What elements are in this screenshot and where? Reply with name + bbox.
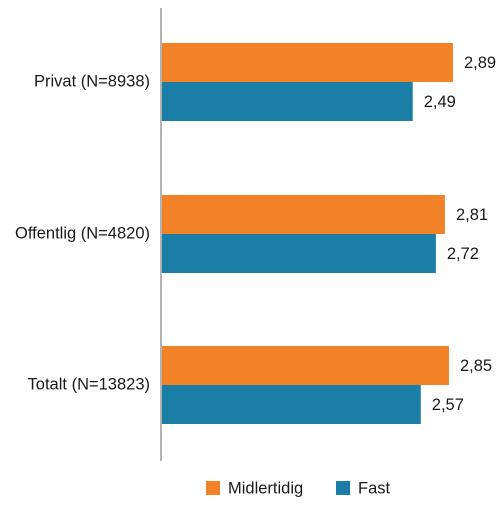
legend-swatch-midlertidig	[206, 481, 220, 495]
bar-midlertidig	[162, 195, 445, 234]
value-label: 2,89	[464, 54, 496, 72]
bars	[162, 43, 453, 424]
bar-fast	[162, 385, 421, 424]
bar-fast	[162, 234, 436, 273]
value-label: 2,72	[447, 245, 479, 263]
legend-label: Fast	[358, 479, 391, 497]
value-label: 2,81	[456, 206, 488, 224]
category-label: Totalt (N=13823)	[28, 375, 150, 393]
bar-midlertidig	[162, 346, 449, 385]
category-label: Offentlig (N=4820)	[15, 224, 150, 242]
value-label: 2,49	[424, 93, 456, 111]
category-label: Privat (N=8938)	[34, 72, 150, 90]
legend: Midlertidig Fast	[206, 479, 391, 497]
legend-swatch-fast	[336, 481, 350, 495]
bar-midlertidig	[162, 43, 453, 82]
legend-label: Midlertidig	[228, 479, 303, 497]
category-labels: Privat (N=8938) Offentlig (N=4820) Totalt …	[15, 72, 150, 393]
bar-fast	[162, 82, 413, 121]
value-label: 2,85	[460, 357, 492, 375]
value-label: 2,57	[432, 396, 464, 414]
value-labels: 2,89 2,49 2,81 2,72 2,85 2,57	[424, 54, 496, 414]
